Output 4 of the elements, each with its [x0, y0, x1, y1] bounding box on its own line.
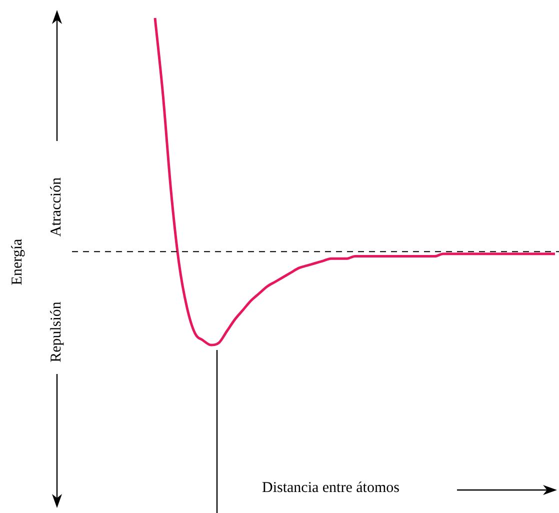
text: Atracción — [48, 177, 66, 237]
text: Energía — [10, 238, 26, 286]
text: Distancia entre átomos — [262, 480, 400, 497]
text: Repulsión — [48, 302, 66, 362]
